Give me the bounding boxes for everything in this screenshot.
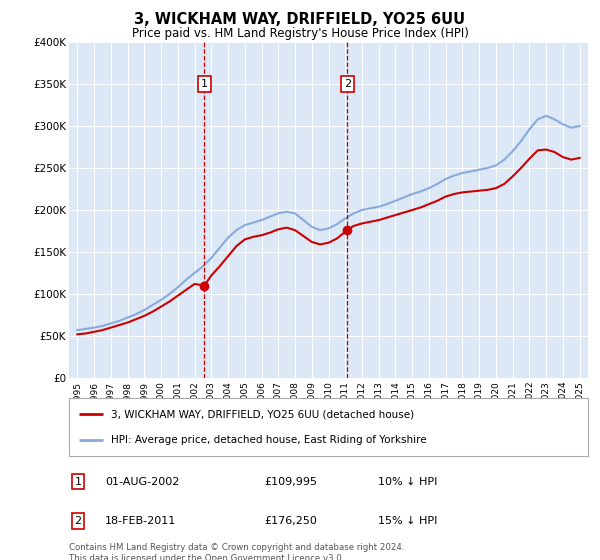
- Text: HPI: Average price, detached house, East Riding of Yorkshire: HPI: Average price, detached house, East…: [110, 435, 426, 445]
- Text: 3, WICKHAM WAY, DRIFFIELD, YO25 6UU (detached house): 3, WICKHAM WAY, DRIFFIELD, YO25 6UU (det…: [110, 409, 413, 419]
- Text: Price paid vs. HM Land Registry's House Price Index (HPI): Price paid vs. HM Land Registry's House …: [131, 27, 469, 40]
- Text: 1: 1: [201, 79, 208, 89]
- Text: 18-FEB-2011: 18-FEB-2011: [105, 516, 176, 526]
- Text: £176,250: £176,250: [264, 516, 317, 526]
- Text: 3, WICKHAM WAY, DRIFFIELD, YO25 6UU: 3, WICKHAM WAY, DRIFFIELD, YO25 6UU: [134, 12, 466, 27]
- Text: 01-AUG-2002: 01-AUG-2002: [105, 477, 179, 487]
- Text: Contains HM Land Registry data © Crown copyright and database right 2024.
This d: Contains HM Land Registry data © Crown c…: [69, 543, 404, 560]
- Text: 2: 2: [344, 79, 351, 89]
- Text: 15% ↓ HPI: 15% ↓ HPI: [378, 516, 437, 526]
- Text: 1: 1: [74, 477, 82, 487]
- Text: 2: 2: [74, 516, 82, 526]
- Text: 10% ↓ HPI: 10% ↓ HPI: [378, 477, 437, 487]
- Text: £109,995: £109,995: [264, 477, 317, 487]
